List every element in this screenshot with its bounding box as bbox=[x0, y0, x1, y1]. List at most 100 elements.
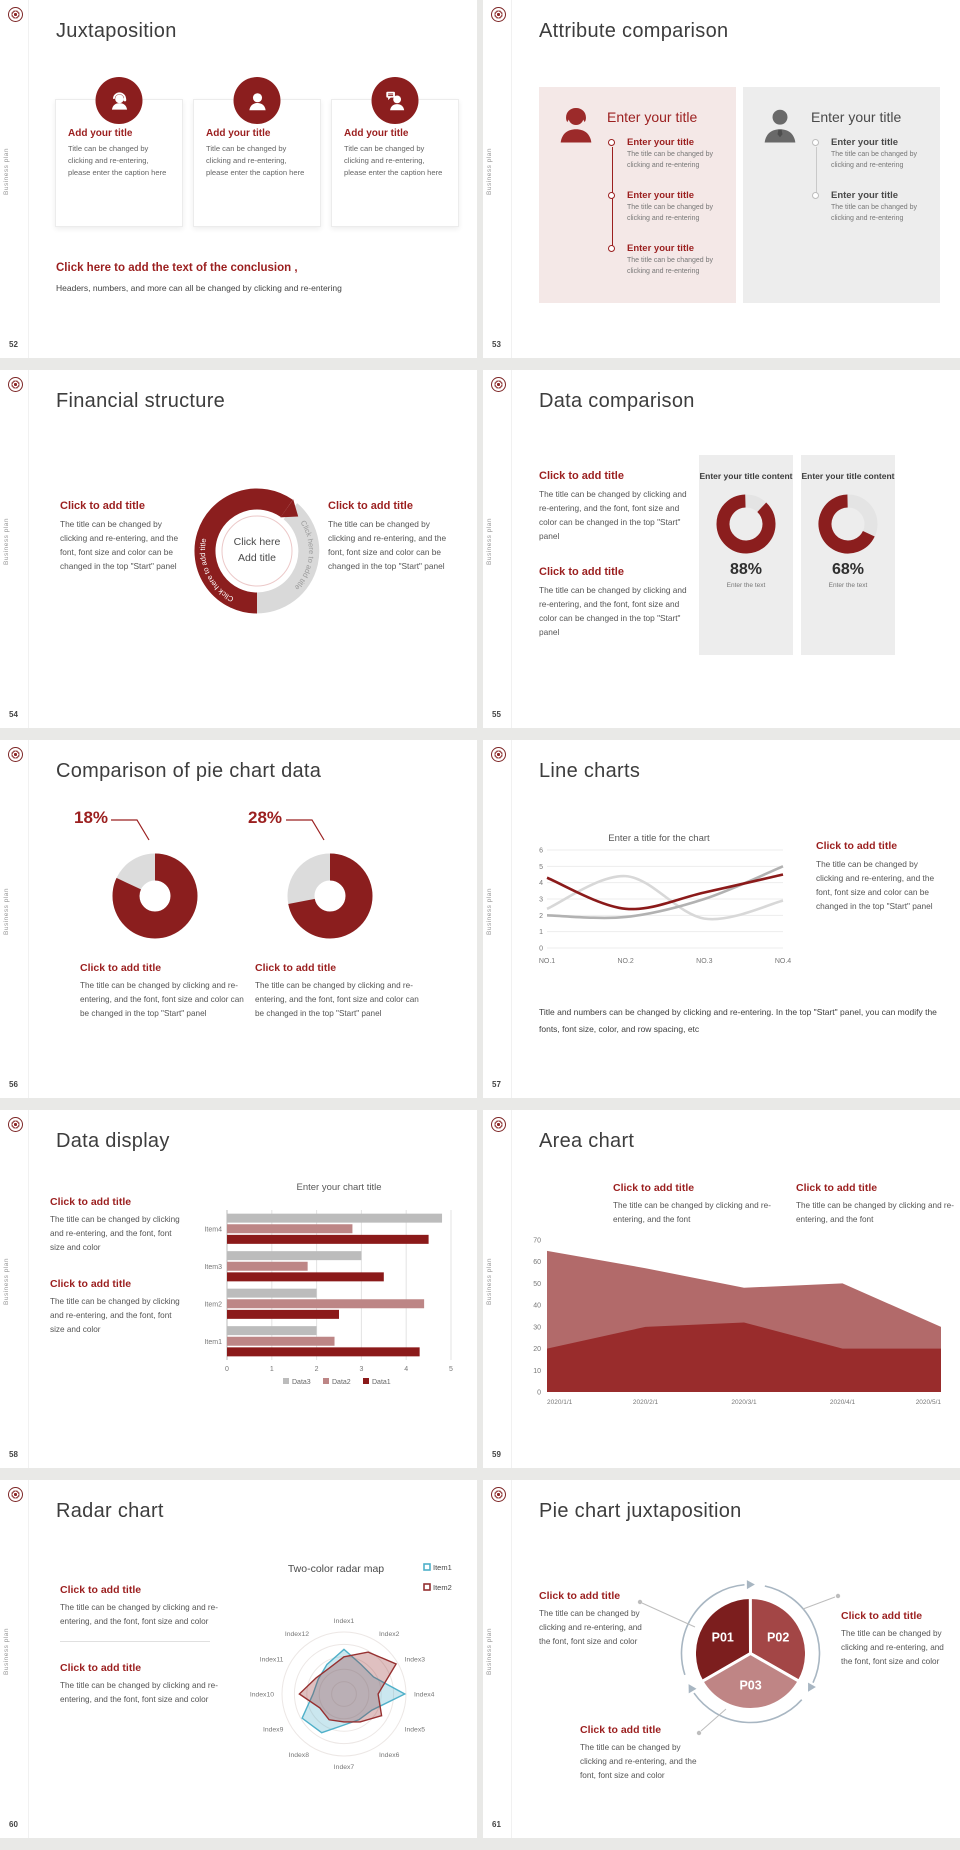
svg-text:Index6: Index6 bbox=[379, 1752, 400, 1759]
block-body: The title can be changed by clicking and… bbox=[328, 519, 447, 571]
divider bbox=[511, 0, 512, 358]
conclusion-body: Headers, numbers, and more can all be ch… bbox=[56, 283, 342, 293]
timeline-caption: The title can be changed by clicking and… bbox=[831, 204, 918, 222]
block-body: The title can be changed by clicking and… bbox=[796, 1201, 954, 1224]
block-body: The title can be changed by clicking and… bbox=[255, 981, 419, 1018]
divider bbox=[511, 370, 512, 728]
svg-text:Enter a title for the chart: Enter a title for the chart bbox=[608, 833, 710, 844]
slide-thumbnail-59[interactable]: Business plan Area chart Click to add ti… bbox=[483, 1110, 960, 1468]
divider bbox=[60, 1641, 210, 1642]
sidebar-label: Business plan bbox=[486, 1258, 493, 1305]
svg-text:NO.3: NO.3 bbox=[696, 958, 712, 965]
timeline-title: Enter your title bbox=[627, 137, 695, 148]
brand-logo-icon bbox=[8, 377, 23, 392]
donut-chart bbox=[816, 492, 880, 556]
woman-icon bbox=[553, 103, 599, 154]
block-body: The title can be changed by clicking and… bbox=[60, 519, 179, 571]
svg-text:Index7: Index7 bbox=[334, 1764, 355, 1771]
svg-text:2020/2/1: 2020/2/1 bbox=[633, 1399, 659, 1406]
svg-text:0: 0 bbox=[539, 946, 543, 953]
timeline-node bbox=[812, 192, 819, 199]
slide-title: Area chart bbox=[539, 1130, 635, 1152]
comparison-panel-right: Enter your title Enter your title The ti… bbox=[743, 87, 940, 303]
feature-card: Add your title Title can be changed by c… bbox=[331, 77, 459, 227]
svg-text:NO.2: NO.2 bbox=[617, 958, 633, 965]
block-body: The title can be changed by clicking and… bbox=[841, 1629, 944, 1666]
svg-text:Item1: Item1 bbox=[433, 1563, 452, 1572]
slide-thumbnail-56[interactable]: Business plan Comparison of pie chart da… bbox=[0, 740, 477, 1098]
svg-text:Item1: Item1 bbox=[204, 1339, 222, 1346]
man-icon bbox=[757, 103, 803, 154]
svg-text:Item2: Item2 bbox=[433, 1583, 452, 1592]
brand-logo-icon bbox=[491, 7, 506, 22]
svg-text:P02: P02 bbox=[767, 1630, 789, 1644]
block-heading: Click to add title bbox=[539, 1590, 621, 1602]
slide-thumbnail-57[interactable]: Business plan Line charts Enter a title … bbox=[483, 740, 960, 1098]
divider bbox=[511, 1480, 512, 1838]
bar-chart: Enter your chart title 0 1 2 3 4 5 Item1 Item2 It… bbox=[180, 1178, 470, 1390]
block-heading: Click to add title bbox=[60, 1662, 142, 1674]
svg-text:1: 1 bbox=[539, 929, 543, 936]
svg-text:4: 4 bbox=[404, 1366, 408, 1373]
slide-thumbnail-60[interactable]: Business plan Radar chart Click to add t… bbox=[0, 1480, 477, 1838]
svg-text:2020/4/1: 2020/4/1 bbox=[830, 1399, 856, 1406]
svg-text:Data1: Data1 bbox=[372, 1379, 391, 1386]
kpi-title: Enter your title content bbox=[699, 471, 793, 481]
card-body: Title can be changed by clicking and re-… bbox=[206, 144, 305, 178]
callout-lines bbox=[111, 819, 325, 841]
timeline-title: Enter your title bbox=[831, 190, 899, 201]
svg-text:1: 1 bbox=[270, 1366, 274, 1373]
block-heading: Click to add title bbox=[60, 1584, 142, 1596]
timeline-node bbox=[608, 192, 615, 199]
timeline-caption: The title can be changed by clicking and… bbox=[831, 151, 918, 169]
brand-logo-icon bbox=[8, 747, 23, 762]
slide-thumbnail-58[interactable]: Business plan Data display Click to add … bbox=[0, 1110, 477, 1468]
card-body: Title can be changed by clicking and re-… bbox=[344, 144, 443, 178]
slide-title: Financial structure bbox=[56, 390, 226, 412]
block-heading: Click to add title bbox=[80, 962, 162, 974]
svg-text:Index4: Index4 bbox=[414, 1692, 435, 1699]
page-number: 61 bbox=[492, 1820, 501, 1829]
svg-text:5: 5 bbox=[449, 1366, 453, 1373]
divider bbox=[28, 1480, 29, 1838]
page-number: 53 bbox=[492, 340, 501, 349]
block-heading: Click to add title bbox=[50, 1278, 132, 1290]
person-chat-icon bbox=[371, 77, 419, 124]
slide-thumbnail-61[interactable]: Business plan Pie chart juxtaposition P0… bbox=[483, 1480, 960, 1838]
svg-text:Index9: Index9 bbox=[263, 1727, 284, 1734]
slide-thumbnail-52[interactable]: Business plan Juxtaposition Add your tit… bbox=[0, 0, 477, 358]
page-number: 59 bbox=[492, 1450, 501, 1459]
svg-text:Index10: Index10 bbox=[250, 1692, 274, 1699]
svg-text:40: 40 bbox=[533, 1303, 541, 1310]
sidebar-label: Business plan bbox=[486, 148, 493, 195]
donut-chart bbox=[714, 492, 778, 556]
slide-title: Radar chart bbox=[56, 1500, 164, 1522]
svg-text:Index11: Index11 bbox=[260, 1657, 284, 1664]
slide-thumbnail-53[interactable]: Business plan Attribute comparison Enter… bbox=[483, 0, 960, 358]
block-heading: Click to add title bbox=[613, 1182, 695, 1194]
slide-thumbnail-54[interactable]: Business plan Financial structure Click … bbox=[0, 370, 477, 728]
timeline-title: Enter your title bbox=[831, 137, 899, 148]
block-body: The title can be changed by clicking and… bbox=[60, 1603, 218, 1626]
timeline-caption: The title can be changed by clicking and… bbox=[627, 257, 714, 275]
svg-text:3: 3 bbox=[359, 1366, 363, 1373]
kpi-caption: Enter the text bbox=[726, 581, 766, 589]
svg-text:Index1: Index1 bbox=[334, 1618, 355, 1625]
block-heading: Click to add title bbox=[580, 1724, 662, 1736]
timeline-title: Enter your title bbox=[627, 243, 695, 254]
comparison-panel-left: Enter your title Enter your title The ti… bbox=[539, 87, 736, 303]
svg-text:NO.1: NO.1 bbox=[539, 958, 555, 965]
page-number: 58 bbox=[9, 1450, 18, 1459]
svg-text:70: 70 bbox=[533, 1238, 541, 1245]
divider bbox=[28, 1110, 29, 1468]
svg-text:Index2: Index2 bbox=[379, 1631, 400, 1638]
block-heading: Click to add title bbox=[255, 962, 337, 974]
card-title: Add your title bbox=[206, 128, 271, 139]
slide-thumbnail-55[interactable]: Business plan Data comparison Click to a… bbox=[483, 370, 960, 728]
svg-text:5: 5 bbox=[539, 864, 543, 871]
block-body: The title can be changed by clicking and… bbox=[539, 1609, 642, 1646]
svg-text:60: 60 bbox=[533, 1259, 541, 1266]
donut-chart bbox=[107, 848, 203, 944]
slide-title: Data display bbox=[56, 1130, 170, 1152]
